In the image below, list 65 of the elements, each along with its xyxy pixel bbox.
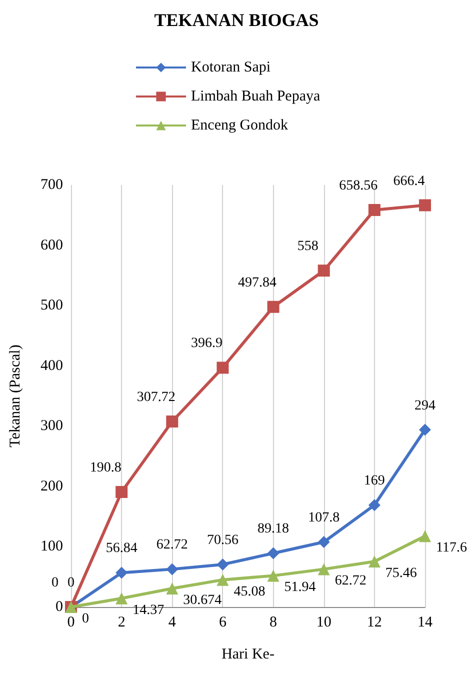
x-tick-label: 8 — [270, 614, 278, 630]
data-label: 14.37 — [132, 602, 164, 618]
point — [419, 424, 431, 436]
point — [318, 536, 330, 548]
data-label: 62.72 — [334, 574, 366, 589]
data-label: 190.8 — [90, 460, 122, 476]
data-label: 558 — [297, 239, 318, 254]
data-label: 658.56 — [339, 178, 378, 194]
point — [116, 566, 128, 579]
y-tick-label: 200 — [40, 478, 63, 494]
data-label: 307.72 — [136, 390, 176, 405]
point — [267, 570, 280, 582]
data-label: 169 — [364, 474, 385, 489]
point — [166, 582, 178, 595]
legend-label: Kotoran Sapi — [191, 60, 271, 76]
x-tick-label: 10 — [316, 614, 332, 630]
point — [216, 362, 229, 374]
data-label: 51.94 — [284, 580, 316, 596]
y-tick-label: 0 — [56, 599, 63, 615]
data-label: 70.56 — [206, 532, 238, 548]
data-label: 45.08 — [234, 584, 266, 600]
data-label: 117.6 — [436, 540, 467, 556]
y-tick-label: 100 — [40, 538, 63, 555]
legend-label: Limbah Buah Pepaya — [191, 88, 320, 104]
point — [318, 264, 330, 277]
point — [419, 199, 431, 212]
data-label: 396.9 — [190, 336, 222, 352]
data-label: 107.8 — [308, 510, 340, 526]
chart-title: TEKANAN BIOGAS — [154, 10, 319, 30]
data-label: 62.72 — [156, 538, 188, 553]
y-tick-label: 700 — [40, 177, 63, 193]
data-label: 294 — [414, 398, 436, 414]
point — [368, 204, 380, 216]
point — [166, 415, 178, 428]
point — [368, 499, 380, 512]
y-axis-title: Tekanan (Pascal) — [8, 344, 24, 448]
point — [267, 300, 280, 313]
x-tick-label: 6 — [218, 614, 227, 630]
point — [318, 563, 330, 576]
y-tick-label: 500 — [40, 298, 63, 314]
data-label: 666.4 — [393, 174, 425, 189]
point — [368, 556, 380, 568]
x-tick-label: 4 — [168, 614, 176, 630]
data-label: 30.674 — [183, 593, 222, 608]
x-axis-title: Hari Ke- — [222, 646, 274, 662]
y-tick-label: 600 — [40, 237, 63, 254]
y-tick-label: 300 — [40, 418, 63, 434]
x-tick-label: 14 — [418, 614, 433, 630]
point — [267, 547, 280, 560]
data-label: 0 — [68, 576, 74, 590]
point — [216, 574, 229, 586]
point — [216, 558, 229, 570]
point — [166, 563, 178, 576]
data-label: 89.18 — [258, 522, 290, 537]
point — [419, 530, 431, 542]
data-label: 56.84 — [106, 541, 138, 556]
x-tick-label: 0 — [67, 614, 75, 630]
legend-label: Enceng Gondok — [191, 118, 289, 134]
x-tick-label: 2 — [118, 614, 126, 630]
data-label: 75.46 — [385, 566, 417, 582]
x-tick-label: 12 — [366, 614, 382, 630]
point — [116, 592, 128, 604]
data-label: 497.84 — [238, 275, 277, 290]
y-tick-label: 400 — [40, 358, 63, 374]
point — [116, 486, 128, 498]
